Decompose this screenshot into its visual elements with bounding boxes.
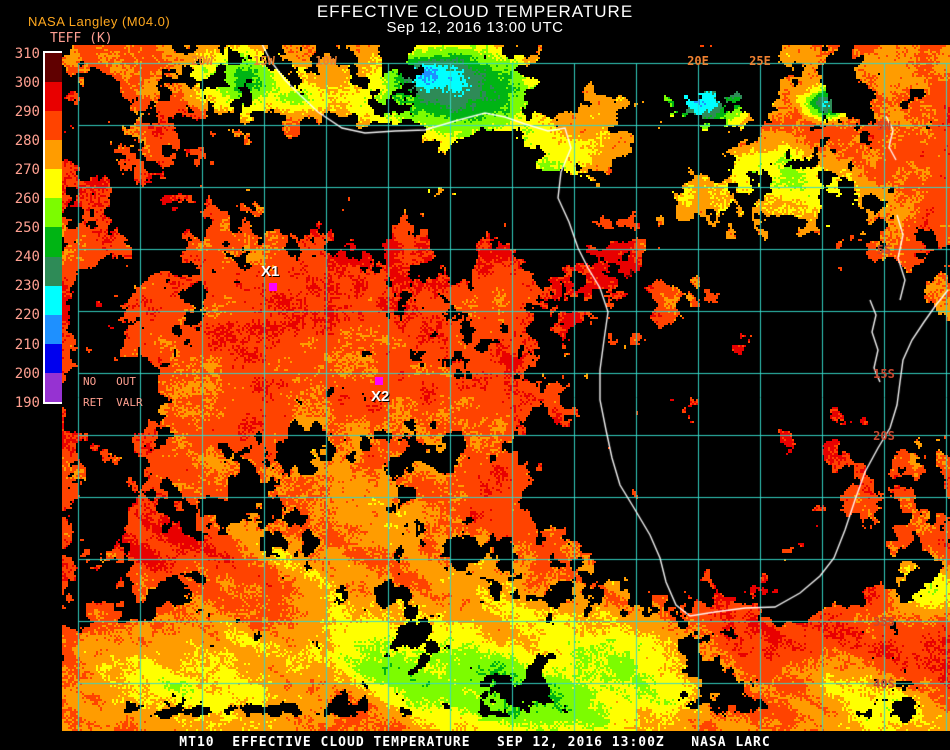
colorbar-tick-label: 250 bbox=[14, 220, 40, 237]
colorbar-tick-label: 230 bbox=[14, 278, 40, 295]
colorbar-segment bbox=[45, 82, 67, 112]
longitude-label: 10W bbox=[315, 54, 337, 68]
colorbar-title: TEFF (K) bbox=[50, 31, 113, 46]
colorbar-segment bbox=[45, 314, 67, 344]
latitude-label: 5S bbox=[876, 243, 892, 257]
colorbar-segment bbox=[45, 111, 67, 141]
map-overlay-canvas bbox=[62, 45, 950, 731]
latitude-label: 15S bbox=[873, 367, 895, 381]
latitude-label: 5N bbox=[876, 119, 892, 133]
colorbar-tick-label: 260 bbox=[14, 191, 40, 208]
marker-dot-x2 bbox=[375, 377, 383, 385]
colorbar-segment bbox=[45, 53, 67, 83]
source-label: NASA Langley (M04.0) bbox=[28, 14, 171, 29]
marker-label-x1: X1 bbox=[261, 263, 280, 280]
colorbar-tick-label: 270 bbox=[14, 162, 40, 179]
colorbar-tick-label: 310 bbox=[14, 46, 40, 62]
colorbar-tick-label: 280 bbox=[14, 133, 40, 150]
colorbar-segment bbox=[45, 285, 67, 315]
colorbar-tick-label: 220 bbox=[14, 307, 40, 324]
no-retrieval-note: NO OUT RET VALR bbox=[83, 371, 143, 414]
colorbar-segment bbox=[45, 198, 67, 228]
colorbar-tick-label: 290 bbox=[14, 104, 40, 121]
longitude-label: 15W bbox=[253, 54, 275, 68]
latitude-label: 35S bbox=[873, 615, 895, 629]
map-area bbox=[62, 45, 950, 731]
colorbar-segment bbox=[45, 227, 67, 257]
colorbar-tick-label: 210 bbox=[14, 336, 40, 353]
colorbar-segment bbox=[45, 256, 67, 286]
colorbar-tick-label: 190 bbox=[14, 394, 40, 411]
longitude-label: 25E bbox=[749, 54, 771, 68]
colorbar-segment bbox=[45, 169, 67, 199]
page-subtitle: Sep 12, 2016 13:00 UTC bbox=[386, 19, 564, 36]
no-retrieval-line2: RET VALR bbox=[83, 396, 143, 410]
colorbar-tick-label: 240 bbox=[14, 249, 40, 266]
colorbar-segment bbox=[45, 343, 67, 373]
longitude-label: 20E bbox=[687, 54, 709, 68]
colorbar-segment bbox=[45, 372, 67, 402]
colorbar-tick-label: 300 bbox=[14, 75, 40, 92]
no-retrieval-line1: NO OUT bbox=[83, 375, 136, 388]
footer-status-text: MT10 EFFECTIVE CLOUD TEMPERATURE SEP 12,… bbox=[179, 735, 771, 750]
longitude-label: 20W bbox=[191, 54, 213, 68]
colorbar-segment bbox=[45, 140, 67, 170]
colorbar-tick-label: 200 bbox=[14, 365, 40, 382]
latitude-label: 40S bbox=[873, 677, 895, 691]
page-title: EFFECTIVE CLOUD TEMPERATURE bbox=[316, 2, 634, 21]
marker-label-x2: X2 bbox=[371, 388, 390, 405]
marker-dot-x1 bbox=[269, 283, 277, 291]
latitude-label: 20S bbox=[873, 429, 895, 443]
